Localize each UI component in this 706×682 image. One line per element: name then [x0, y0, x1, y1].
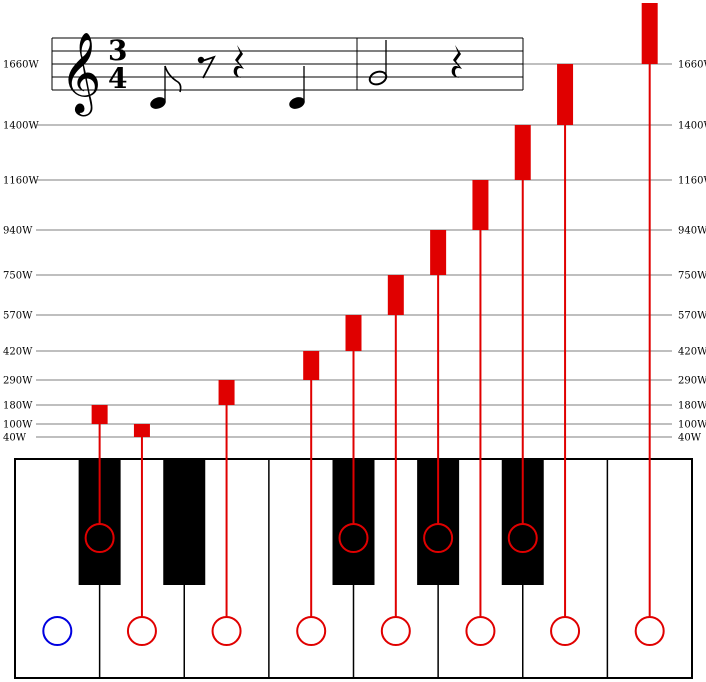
wattage-block-w3: [303, 351, 320, 380]
wattage-label-right: 1660W: [678, 60, 706, 71]
wattage-label-right: 940W: [678, 226, 706, 237]
quarter-rest-icon: [451, 45, 462, 78]
quarter-rest-icon: [233, 45, 244, 78]
wattage-label-right: 420W: [678, 347, 706, 358]
wattage-label-left: 570W: [3, 311, 33, 322]
half-note-icon: [368, 40, 388, 86]
key-marker-w4[interactable]: [380, 616, 411, 646]
staff-lines: [51, 37, 524, 91]
key-marker-b1[interactable]: [84, 523, 115, 553]
wattage-label-left: 420W: [3, 347, 33, 358]
wattage-label-right: 100W: [678, 420, 706, 431]
key-marker-w7[interactable]: [634, 616, 665, 646]
music-score: 𝄞 3 4: [51, 31, 524, 116]
active-key-marker: [42, 616, 73, 646]
wattage-label-left: 750W: [3, 271, 33, 282]
wattage-label-left: 1160W: [3, 176, 39, 187]
key-stems: [84, 3, 665, 646]
eighth-rest-icon: [197, 55, 216, 79]
quarter-note-icon: [289, 66, 305, 109]
wattage-label-left: 940W: [3, 226, 33, 237]
eighth-note-icon: [150, 65, 182, 109]
wattage-block-w7: [641, 3, 658, 64]
wattage-block-w5: [472, 180, 489, 230]
wattage-label-left: 40W: [3, 433, 27, 444]
wattage-label-left: 180W: [3, 401, 33, 412]
wattage-block-b5: [514, 125, 531, 180]
key-marker-w1[interactable]: [126, 616, 157, 646]
key-marker-b3[interactable]: [338, 523, 369, 553]
key-marker-w2[interactable]: [211, 616, 242, 646]
key-marker-w3[interactable]: [296, 616, 327, 646]
wattage-label-left: 1660W: [3, 60, 39, 71]
key-marker-b5[interactable]: [507, 523, 538, 553]
wattage-block-w4: [387, 275, 404, 315]
wattage-label-right: 1160W: [678, 176, 706, 187]
key-marker-w5[interactable]: [465, 616, 496, 646]
key-marker-w6[interactable]: [550, 616, 581, 646]
time-signature-top: 3: [108, 34, 127, 67]
time-signature-bottom: 4: [108, 62, 127, 95]
wattage-block-b3: [345, 315, 362, 351]
black-key[interactable]: [163, 459, 206, 585]
treble-clef-icon: 𝄞: [60, 31, 101, 116]
wattage-label-left: 1400W: [3, 121, 39, 132]
wattage-label-left: 100W: [3, 420, 33, 431]
wattage-block-b4: [430, 230, 447, 275]
key-marker-b4[interactable]: [423, 523, 454, 553]
wattage-block-b1: [91, 405, 108, 424]
wattage-block-w6: [557, 64, 574, 125]
wattage-label-right: 1400W: [678, 121, 706, 132]
wattage-label-right: 750W: [678, 271, 706, 282]
wattage-block-w2: [218, 380, 235, 405]
wattage-label-left: 290W: [3, 376, 33, 387]
wattage-label-right: 40W: [678, 433, 702, 444]
wattage-label-right: 570W: [678, 311, 706, 322]
wattage-label-right: 290W: [678, 376, 706, 387]
wattage-label-right: 180W: [678, 401, 706, 412]
wattage-block-w1: [133, 424, 150, 437]
